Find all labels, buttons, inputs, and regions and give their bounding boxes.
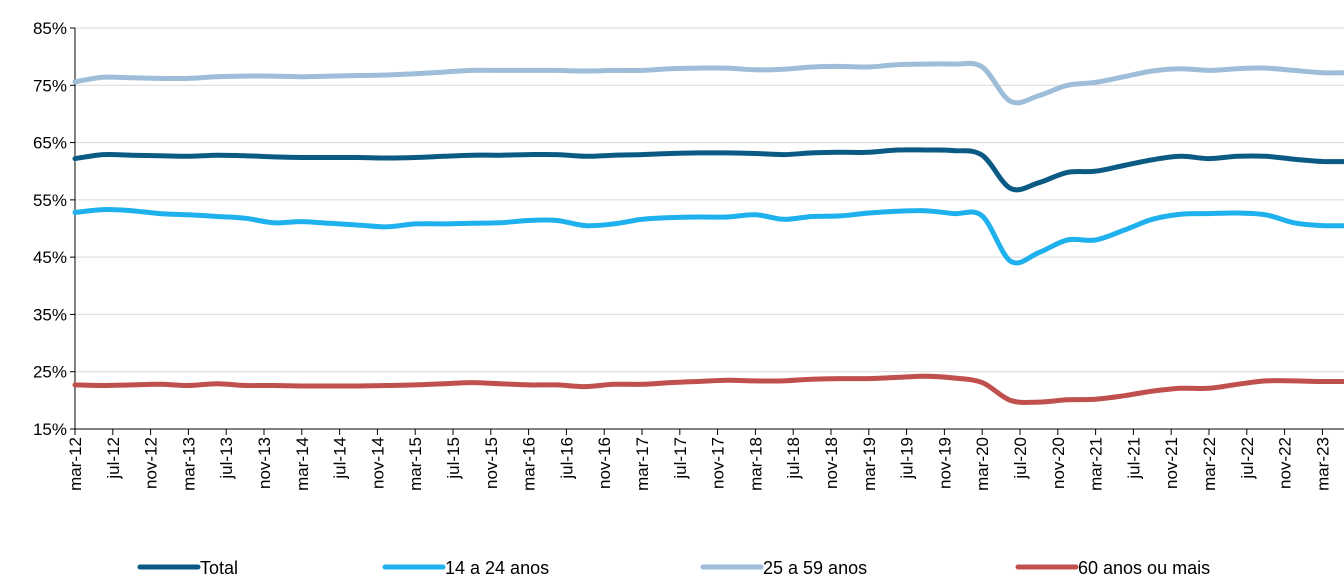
series-line-25-a-59-anos [72, 60, 1344, 106]
x-tick-label: mar-22 [1200, 437, 1219, 491]
x-tick-label: mar-23 [1313, 437, 1332, 491]
x-tick-label: jul-18 [784, 437, 803, 480]
x-tick-label: nov-21 [1162, 437, 1181, 489]
series-line-14-a-24-anos [72, 207, 1344, 266]
x-axis: mar-12 jul-12 nov-12 mar-13 jul-13 nov-13 mar-… [66, 428, 1344, 491]
y-tick-label: 25% [33, 363, 67, 382]
y-tick-label: 55% [33, 191, 67, 210]
x-tick-label: jul-12 [104, 437, 123, 480]
x-tick-label: nov-19 [935, 437, 954, 489]
x-tick-label: mar-18 [746, 437, 765, 491]
x-tick-label: jul-14 [331, 437, 350, 480]
x-tick-label: mar-16 [520, 437, 539, 491]
x-tick-label: jul-17 [671, 437, 690, 480]
x-tick-label: nov-20 [1049, 437, 1068, 489]
x-tick-label: jul-22 [1238, 437, 1257, 480]
x-tick-label: jul-13 [217, 437, 236, 480]
x-tick-label: mar-15 [406, 437, 425, 491]
x-tick-label: mar-20 [973, 437, 992, 491]
x-tick-label: nov-15 [482, 437, 501, 489]
x-tick-label: nov-13 [255, 437, 274, 489]
x-tick-label: jul-15 [444, 437, 463, 480]
x-tick-label: nov-16 [595, 437, 614, 489]
legend-label: 25 a 59 anos [763, 558, 867, 577]
legend: Total 14 a 24 anos 25 a 59 anos 60 anos ou … [137, 558, 1210, 577]
x-tick-label: jul-21 [1124, 437, 1143, 480]
y-tick-label: 35% [33, 305, 67, 324]
y-tick-label: 75% [33, 76, 67, 95]
y-tick-label: 15% [33, 420, 67, 439]
x-tick-label: mar-19 [860, 437, 879, 491]
y-axis: 15% 25% 35% 45% 55% 65% 75% 85% [33, 19, 76, 439]
y-tick-label: 85% [33, 19, 67, 38]
x-tick-label: nov-14 [368, 437, 387, 489]
series-lines [72, 60, 1344, 405]
series-line-total [72, 147, 1344, 193]
x-tick-label: jul-20 [1011, 437, 1030, 480]
x-tick-label: mar-14 [293, 437, 312, 491]
x-tick-label: jul-19 [898, 437, 917, 480]
legend-label: Total [200, 558, 238, 577]
x-tick-label: nov-12 [142, 437, 161, 489]
legend-label: 60 anos ou mais [1078, 558, 1210, 577]
y-tick-label: 45% [33, 248, 67, 267]
x-tick-label: nov-17 [709, 437, 728, 489]
x-tick-label: mar-12 [66, 437, 85, 491]
x-tick-label: mar-21 [1087, 437, 1106, 491]
y-tick-label: 65% [33, 134, 67, 153]
x-tick-label: nov-18 [822, 437, 841, 489]
series-line-60-anos-ou-mais [72, 373, 1344, 405]
x-tick-label: nov-22 [1276, 437, 1295, 489]
x-tick-label: mar-17 [633, 437, 652, 491]
gridlines [75, 27, 1344, 373]
x-tick-label: mar-13 [179, 437, 198, 491]
x-tick-label: jul-16 [557, 437, 576, 480]
legend-label: 14 a 24 anos [445, 558, 549, 577]
